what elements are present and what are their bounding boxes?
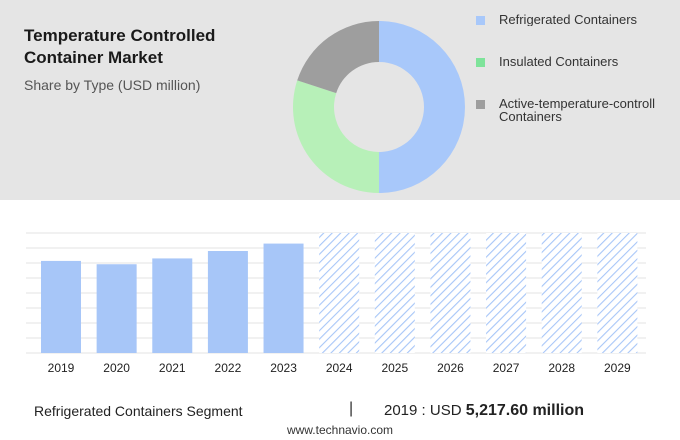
chart-title: Temperature Controlled Container Market bbox=[24, 26, 216, 67]
forecast-bar-2026 bbox=[430, 233, 471, 353]
legend-swatch bbox=[476, 100, 485, 109]
donut-slice-2 bbox=[293, 80, 379, 193]
bar-2023 bbox=[263, 243, 304, 353]
segment-value: 2019 : USD 5,217.60 million bbox=[384, 402, 584, 420]
tick-label-2021: 2021 bbox=[159, 361, 186, 375]
value-amount: 5,217.60 million bbox=[465, 402, 584, 419]
legend-label: Active-temperature-controll Containers bbox=[499, 97, 680, 123]
chart-subtitle: Share by Type (USD million) bbox=[24, 77, 201, 93]
bar-2022 bbox=[207, 251, 248, 353]
tick-label-2027: 2027 bbox=[493, 361, 520, 375]
segment-label: Refrigerated Containers Segment bbox=[34, 403, 243, 419]
year-label: 2019 : USD bbox=[384, 402, 462, 419]
bar-2020 bbox=[96, 264, 137, 353]
legend-label: Insulated Containers bbox=[499, 55, 619, 68]
legend-label-line1: Active-temperature-controll bbox=[499, 97, 656, 111]
tick-label-2022: 2022 bbox=[215, 361, 242, 375]
forecast-bar-2029 bbox=[597, 233, 638, 353]
donut-slice-1 bbox=[379, 21, 465, 193]
forecast-bar-2028 bbox=[541, 233, 582, 353]
bar-2019 bbox=[41, 260, 81, 353]
legend-swatch bbox=[476, 58, 485, 67]
legend-item-insulated: Insulated Containers bbox=[470, 55, 680, 71]
legend-item-active: Active-temperature-controll Containers bbox=[470, 97, 680, 127]
forecast-bar-2025 bbox=[374, 233, 415, 353]
legend-label-line2: Containers bbox=[499, 109, 562, 123]
tick-label-2025: 2025 bbox=[381, 361, 408, 375]
tick-label-2020: 2020 bbox=[103, 361, 130, 375]
tick-label-2023: 2023 bbox=[270, 361, 297, 375]
forecast-bar-2024 bbox=[319, 233, 360, 353]
donut-chart bbox=[293, 21, 465, 193]
source-link[interactable]: www.technavio.com bbox=[286, 423, 394, 437]
bar-2021 bbox=[152, 258, 193, 353]
legend-swatch bbox=[476, 16, 485, 25]
tick-label-2026: 2026 bbox=[437, 361, 464, 375]
forecast-bar-2027 bbox=[486, 233, 527, 353]
tick-label-2028: 2028 bbox=[548, 361, 575, 375]
tick-label-2019: 2019 bbox=[48, 361, 75, 375]
bar-chart: 2019 2020 2021 2022 2023 2024 2025 2026 2027 2028… bbox=[26, 232, 646, 375]
legend-label: Refrigerated Containers bbox=[499, 13, 638, 26]
donut-slice-3 bbox=[297, 21, 379, 94]
legend-item-refrigerated: Refrigerated Containers bbox=[470, 13, 680, 29]
tick-label-2024: 2024 bbox=[326, 361, 353, 375]
divider: | bbox=[349, 400, 354, 417]
tick-label-2029: 2029 bbox=[604, 361, 631, 375]
